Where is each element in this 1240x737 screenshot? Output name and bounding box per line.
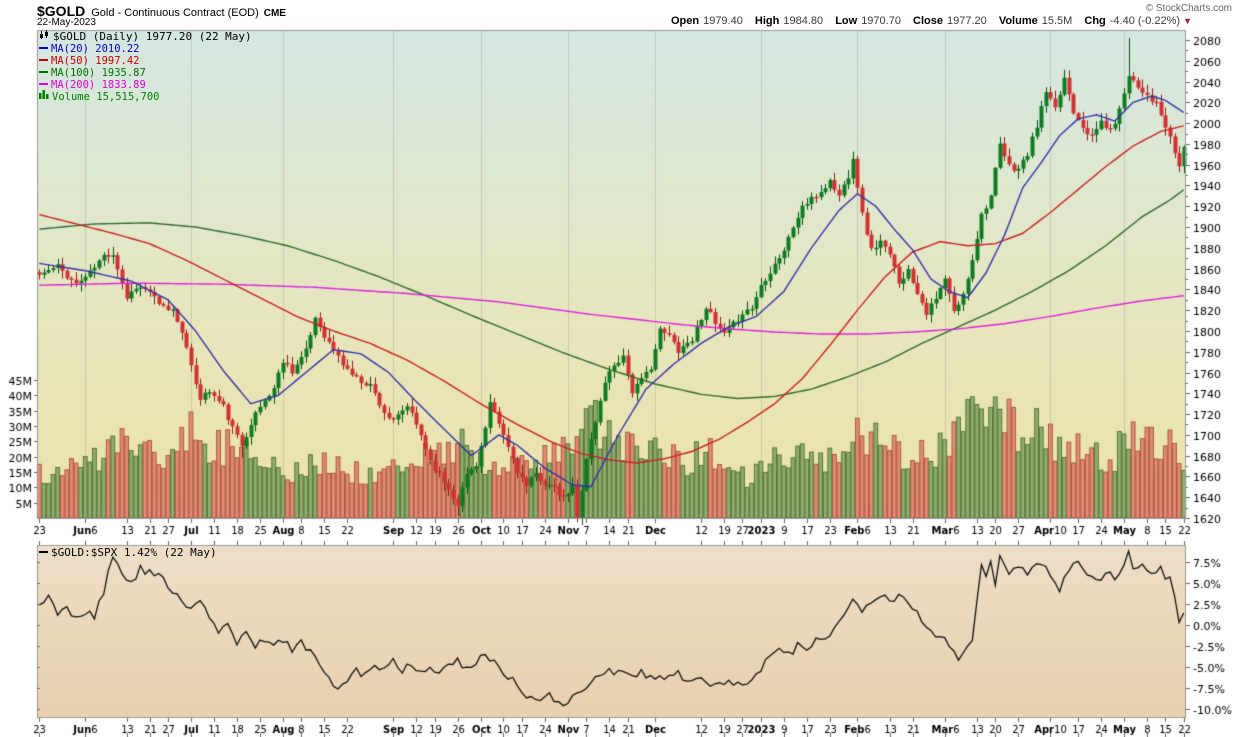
close-label: Close xyxy=(913,15,943,27)
symbol-label: $GOLD xyxy=(37,3,86,19)
stockcharts-copyright: © StockCharts.com xyxy=(1145,3,1232,14)
ohlc-quote-row: Open 1979.40 High 1984.80 Low 1970.70 Close… xyxy=(662,15,1192,27)
volume-label: Volume xyxy=(998,15,1038,27)
change-value: -4.40 (-0.22%) xyxy=(1109,15,1181,27)
open-value: 1979.40 xyxy=(703,15,743,27)
high-label: High xyxy=(754,15,780,27)
volume-value: 15.5M xyxy=(1041,15,1073,27)
high-value: 1984.80 xyxy=(783,15,824,27)
low-value: 1970.70 xyxy=(861,15,901,27)
symbol-description: Gold - Continuous Contract (EOD) xyxy=(91,7,259,19)
low-label: Low xyxy=(835,15,858,27)
chart-date: 22-May-2023 xyxy=(37,17,96,28)
chart-header: $GOLD Gold - Continuous Contract (EOD) CME xyxy=(37,3,286,21)
price-chart-canvas xyxy=(0,28,1240,737)
close-value: 1977.20 xyxy=(946,15,987,27)
change-label: Chg xyxy=(1084,15,1106,27)
open-label: Open xyxy=(670,15,700,27)
change-down-arrow-icon: ▼ xyxy=(1183,16,1192,26)
exchange-label: CME xyxy=(263,8,286,19)
